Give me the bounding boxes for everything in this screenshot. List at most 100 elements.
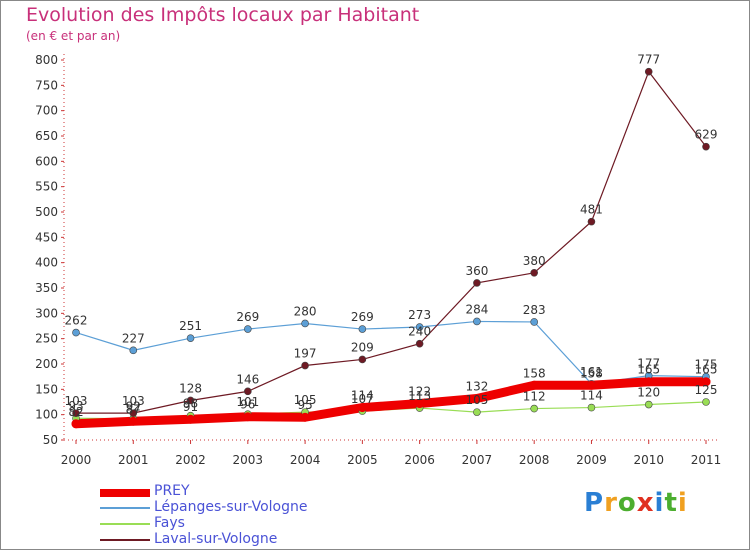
axes: 50 100 150 200 250 300 350 400 450 500 550 600 650 70…	[35, 53, 721, 467]
data-point	[244, 325, 252, 333]
y-tick-label: 250	[35, 332, 58, 346]
data-point	[129, 346, 138, 355]
data-label: 103	[122, 394, 145, 408]
data-point	[473, 279, 481, 287]
y-tick-label: 600	[35, 154, 58, 168]
data-label: 197	[294, 347, 317, 361]
data-label: 360	[465, 264, 488, 278]
y-tick-label: 800	[35, 53, 58, 67]
data-point	[244, 387, 252, 396]
data-label: 113	[408, 389, 431, 403]
legend-label: PREY	[154, 483, 190, 499]
data-point	[186, 414, 196, 424]
proxiti-logo: Proxiti	[584, 488, 688, 518]
data-label: 481	[580, 203, 603, 217]
data-point	[301, 319, 309, 328]
data-point	[415, 339, 424, 348]
logo-letter: P	[584, 488, 605, 518]
legend-swatch	[100, 523, 150, 525]
series-line-lepanges	[75, 320, 707, 385]
legend-label: Fays	[154, 515, 185, 531]
logo-letter: i	[677, 488, 688, 518]
data-label: 380	[523, 254, 546, 268]
x-tick-label: 2006	[404, 453, 435, 467]
data-point	[72, 409, 80, 417]
series-line-laval	[76, 70, 707, 414]
y-tick-label: 50	[43, 433, 58, 447]
data-point	[357, 403, 367, 413]
x-tick-label: 2009	[576, 453, 607, 467]
data-point	[530, 318, 538, 326]
data-point	[701, 377, 711, 387]
y-tick-label: 200	[35, 357, 58, 371]
logo-letter: t	[664, 488, 678, 518]
x-tick-label: 2003	[233, 453, 264, 467]
data-point	[358, 325, 367, 333]
chart-title: Evolution des Impôts locaux par Habitant	[26, 4, 420, 26]
data-label: 120	[637, 386, 660, 400]
series-labels: 262 227 251 269 280 269 273 284 283 161 177 175 93 92…	[65, 53, 718, 419]
data-label: 132	[465, 379, 488, 393]
data-label: 777	[637, 53, 660, 67]
x-tick-label: 2011	[691, 453, 722, 467]
data-point	[530, 268, 538, 277]
data-point	[300, 412, 310, 422]
y-tick-label: 300	[35, 306, 58, 320]
x-tick-label: 2001	[118, 453, 149, 467]
data-point	[415, 399, 425, 409]
data-point	[301, 361, 309, 370]
y-tick-label: 650	[35, 129, 58, 143]
data-label: 114	[580, 389, 603, 403]
data-point	[72, 328, 80, 337]
data-point	[644, 67, 653, 76]
data-point	[587, 217, 596, 226]
data-label: 158	[523, 366, 546, 380]
y-tick-label: 450	[35, 230, 58, 244]
data-point	[358, 355, 367, 364]
legend-label: Lépanges-sur-Vologne	[154, 499, 308, 515]
data-point	[128, 416, 138, 426]
logo-letter: r	[604, 488, 618, 518]
data-point	[529, 380, 539, 390]
data-label: 280	[294, 304, 317, 318]
x-tick-label: 2008	[519, 453, 550, 467]
y-tick-label: 150	[35, 382, 58, 396]
data-label: 125	[695, 383, 718, 397]
data-label: 103	[65, 394, 88, 408]
data-label: 629	[695, 128, 718, 142]
x-tick-label: 2007	[462, 453, 493, 467]
y-tick-label: 750	[35, 78, 58, 92]
data-point	[186, 396, 195, 405]
data-point	[71, 419, 81, 429]
y-tick-label: 100	[35, 408, 58, 422]
y-tick-label: 500	[35, 205, 58, 219]
y-tick-label: 550	[35, 180, 58, 194]
data-point	[472, 393, 482, 403]
data-label: 105	[465, 393, 488, 407]
data-label: 112	[523, 390, 546, 404]
data-point	[644, 400, 653, 409]
data-label: 101	[236, 395, 259, 409]
x-tick-label: 2000	[61, 453, 92, 467]
x-tick-label: 2004	[290, 453, 321, 467]
data-point	[530, 404, 538, 413]
data-label: 273	[408, 308, 431, 322]
data-point	[586, 380, 596, 390]
data-label: 122	[408, 385, 431, 399]
series-points	[71, 67, 711, 429]
x-tick-label: 2002	[175, 453, 206, 467]
data-label: 227	[122, 331, 145, 345]
data-label: 283	[523, 303, 546, 317]
data-point	[473, 408, 481, 416]
data-label: 92	[126, 400, 141, 414]
data-point	[473, 317, 481, 326]
data-label: 87	[126, 402, 141, 416]
logo-letter: x	[636, 488, 655, 518]
data-label: 105	[294, 393, 317, 407]
legend-swatch	[100, 539, 150, 541]
y-tick-label: 700	[35, 104, 58, 118]
legend-label: Laval-sur-Vologne	[154, 531, 278, 547]
data-label: 177	[637, 357, 660, 371]
data-label: 93	[68, 399, 83, 413]
